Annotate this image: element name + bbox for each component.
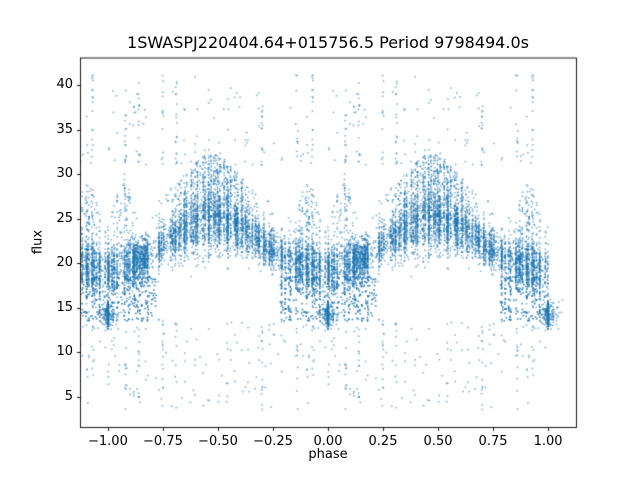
x-tick-label: −1.00 <box>88 434 128 449</box>
x-tick-label: 0.50 <box>423 434 453 449</box>
x-tick-label: −0.25 <box>253 434 293 449</box>
y-tick-label: 30 <box>56 166 73 182</box>
y-tick-label: 20 <box>56 255 73 271</box>
y-tick-label: 15 <box>56 299 73 315</box>
x-tick-label: 1.00 <box>533 434 563 449</box>
x-tick-label: 0.25 <box>368 434 398 449</box>
y-tick-label: 10 <box>56 344 73 360</box>
x-tick-label: −0.75 <box>143 434 183 449</box>
x-tick-label: 0.00 <box>313 434 343 449</box>
x-axis-label: phase <box>308 447 348 462</box>
x-tick-label: −0.50 <box>198 434 238 449</box>
y-axis-label: flux <box>30 229 46 255</box>
chart-title: 1SWASPJ220404.64+015756.5 Period 9798494… <box>127 33 529 52</box>
y-tick-label: 40 <box>56 77 73 93</box>
y-tick-label: 35 <box>56 121 73 137</box>
x-tick-label: 0.75 <box>478 434 508 449</box>
y-tick-label: 25 <box>56 210 73 226</box>
y-tick-label: 5 <box>64 388 73 404</box>
